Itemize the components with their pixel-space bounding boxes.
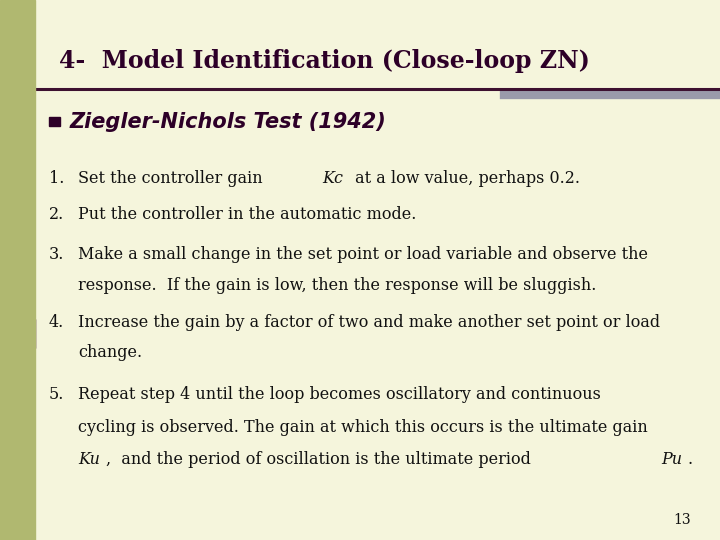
Bar	[49, 117, 60, 126]
Text: 4-  Model Identification (Close-loop ZN): 4- Model Identification (Close-loop ZN)	[59, 49, 590, 72]
Text: Pu: Pu	[661, 451, 682, 468]
Text: at a low value, perhaps 0.2.: at a low value, perhaps 0.2.	[350, 170, 580, 187]
Text: Put the controller in the automatic mode.: Put the controller in the automatic mode…	[78, 206, 416, 223]
Text: .: .	[688, 451, 693, 468]
Text: ,  and the period of oscillation is the ultimate period: , and the period of oscillation is the u…	[106, 451, 536, 468]
Text: Ziegler-Nichols Test (1942): Ziegler-Nichols Test (1942)	[69, 111, 386, 132]
Text: Make a small change in the set point or load variable and observe the: Make a small change in the set point or …	[78, 246, 648, 262]
Text: 13: 13	[674, 512, 691, 526]
Text: Kc: Kc	[323, 170, 343, 187]
Text: cycling is observed. The gain at which this occurs is the ultimate gain: cycling is observed. The gain at which t…	[78, 418, 647, 435]
Text: 5.: 5.	[49, 386, 64, 403]
Text: Ku: Ku	[78, 451, 99, 468]
Text: 2.: 2.	[49, 206, 64, 223]
Text: Set the controller gain: Set the controller gain	[78, 170, 268, 187]
Text: 1.: 1.	[49, 170, 64, 187]
Text: 4.: 4.	[49, 314, 64, 331]
Text: response.  If the gain is low, then the response will be sluggish.: response. If the gain is low, then the r…	[78, 277, 596, 294]
Text: Increase the gain by a factor of two and make another set point or load: Increase the gain by a factor of two and…	[78, 314, 660, 331]
Text: 3.: 3.	[49, 246, 64, 262]
Bar	[0, 319, 35, 348]
Text: change.: change.	[78, 344, 142, 361]
Text: Repeat step 4 until the loop becomes oscillatory and continuous: Repeat step 4 until the loop becomes osc…	[78, 386, 600, 403]
